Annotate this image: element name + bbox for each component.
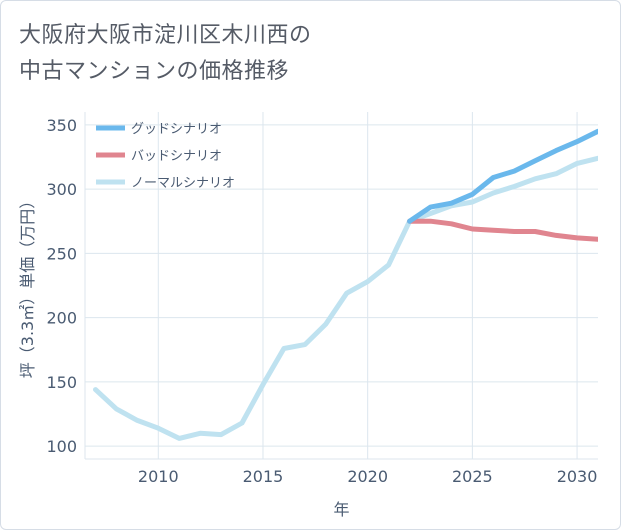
series-line-2	[407, 128, 598, 224]
y-tick-label: 300	[46, 180, 77, 199]
x-tick-label: 2025	[452, 467, 493, 486]
x-tick-label: 2010	[138, 467, 179, 486]
legend-label-1: バッドシナリオ	[131, 149, 222, 164]
y-tick-label: 350	[46, 116, 77, 135]
y-tick-label: 250	[46, 244, 77, 263]
y-tick-label: 100	[46, 437, 77, 456]
series-line-1	[407, 218, 598, 242]
chart-title-line-1: 大阪府大阪市淀川区木川西の	[19, 23, 312, 48]
legend-label-2: ノーマルシナリオ	[131, 176, 235, 191]
y-tick-label: 150	[46, 373, 77, 392]
x-tick-label: 2030	[557, 467, 598, 486]
x-tick-label: 2020	[347, 467, 388, 486]
y-tick-label: 200	[46, 309, 77, 328]
x-axis-title: 年	[333, 500, 349, 519]
series-line-0	[93, 155, 598, 441]
legend-label-0: グッドシナリオ	[131, 122, 222, 137]
chart-title-line-2: 中古マンションの価格推移	[19, 59, 290, 84]
x-tick-label: 2015	[243, 467, 284, 486]
y-axis-title: 坪（3.3㎡）単価（万円）	[18, 193, 37, 378]
